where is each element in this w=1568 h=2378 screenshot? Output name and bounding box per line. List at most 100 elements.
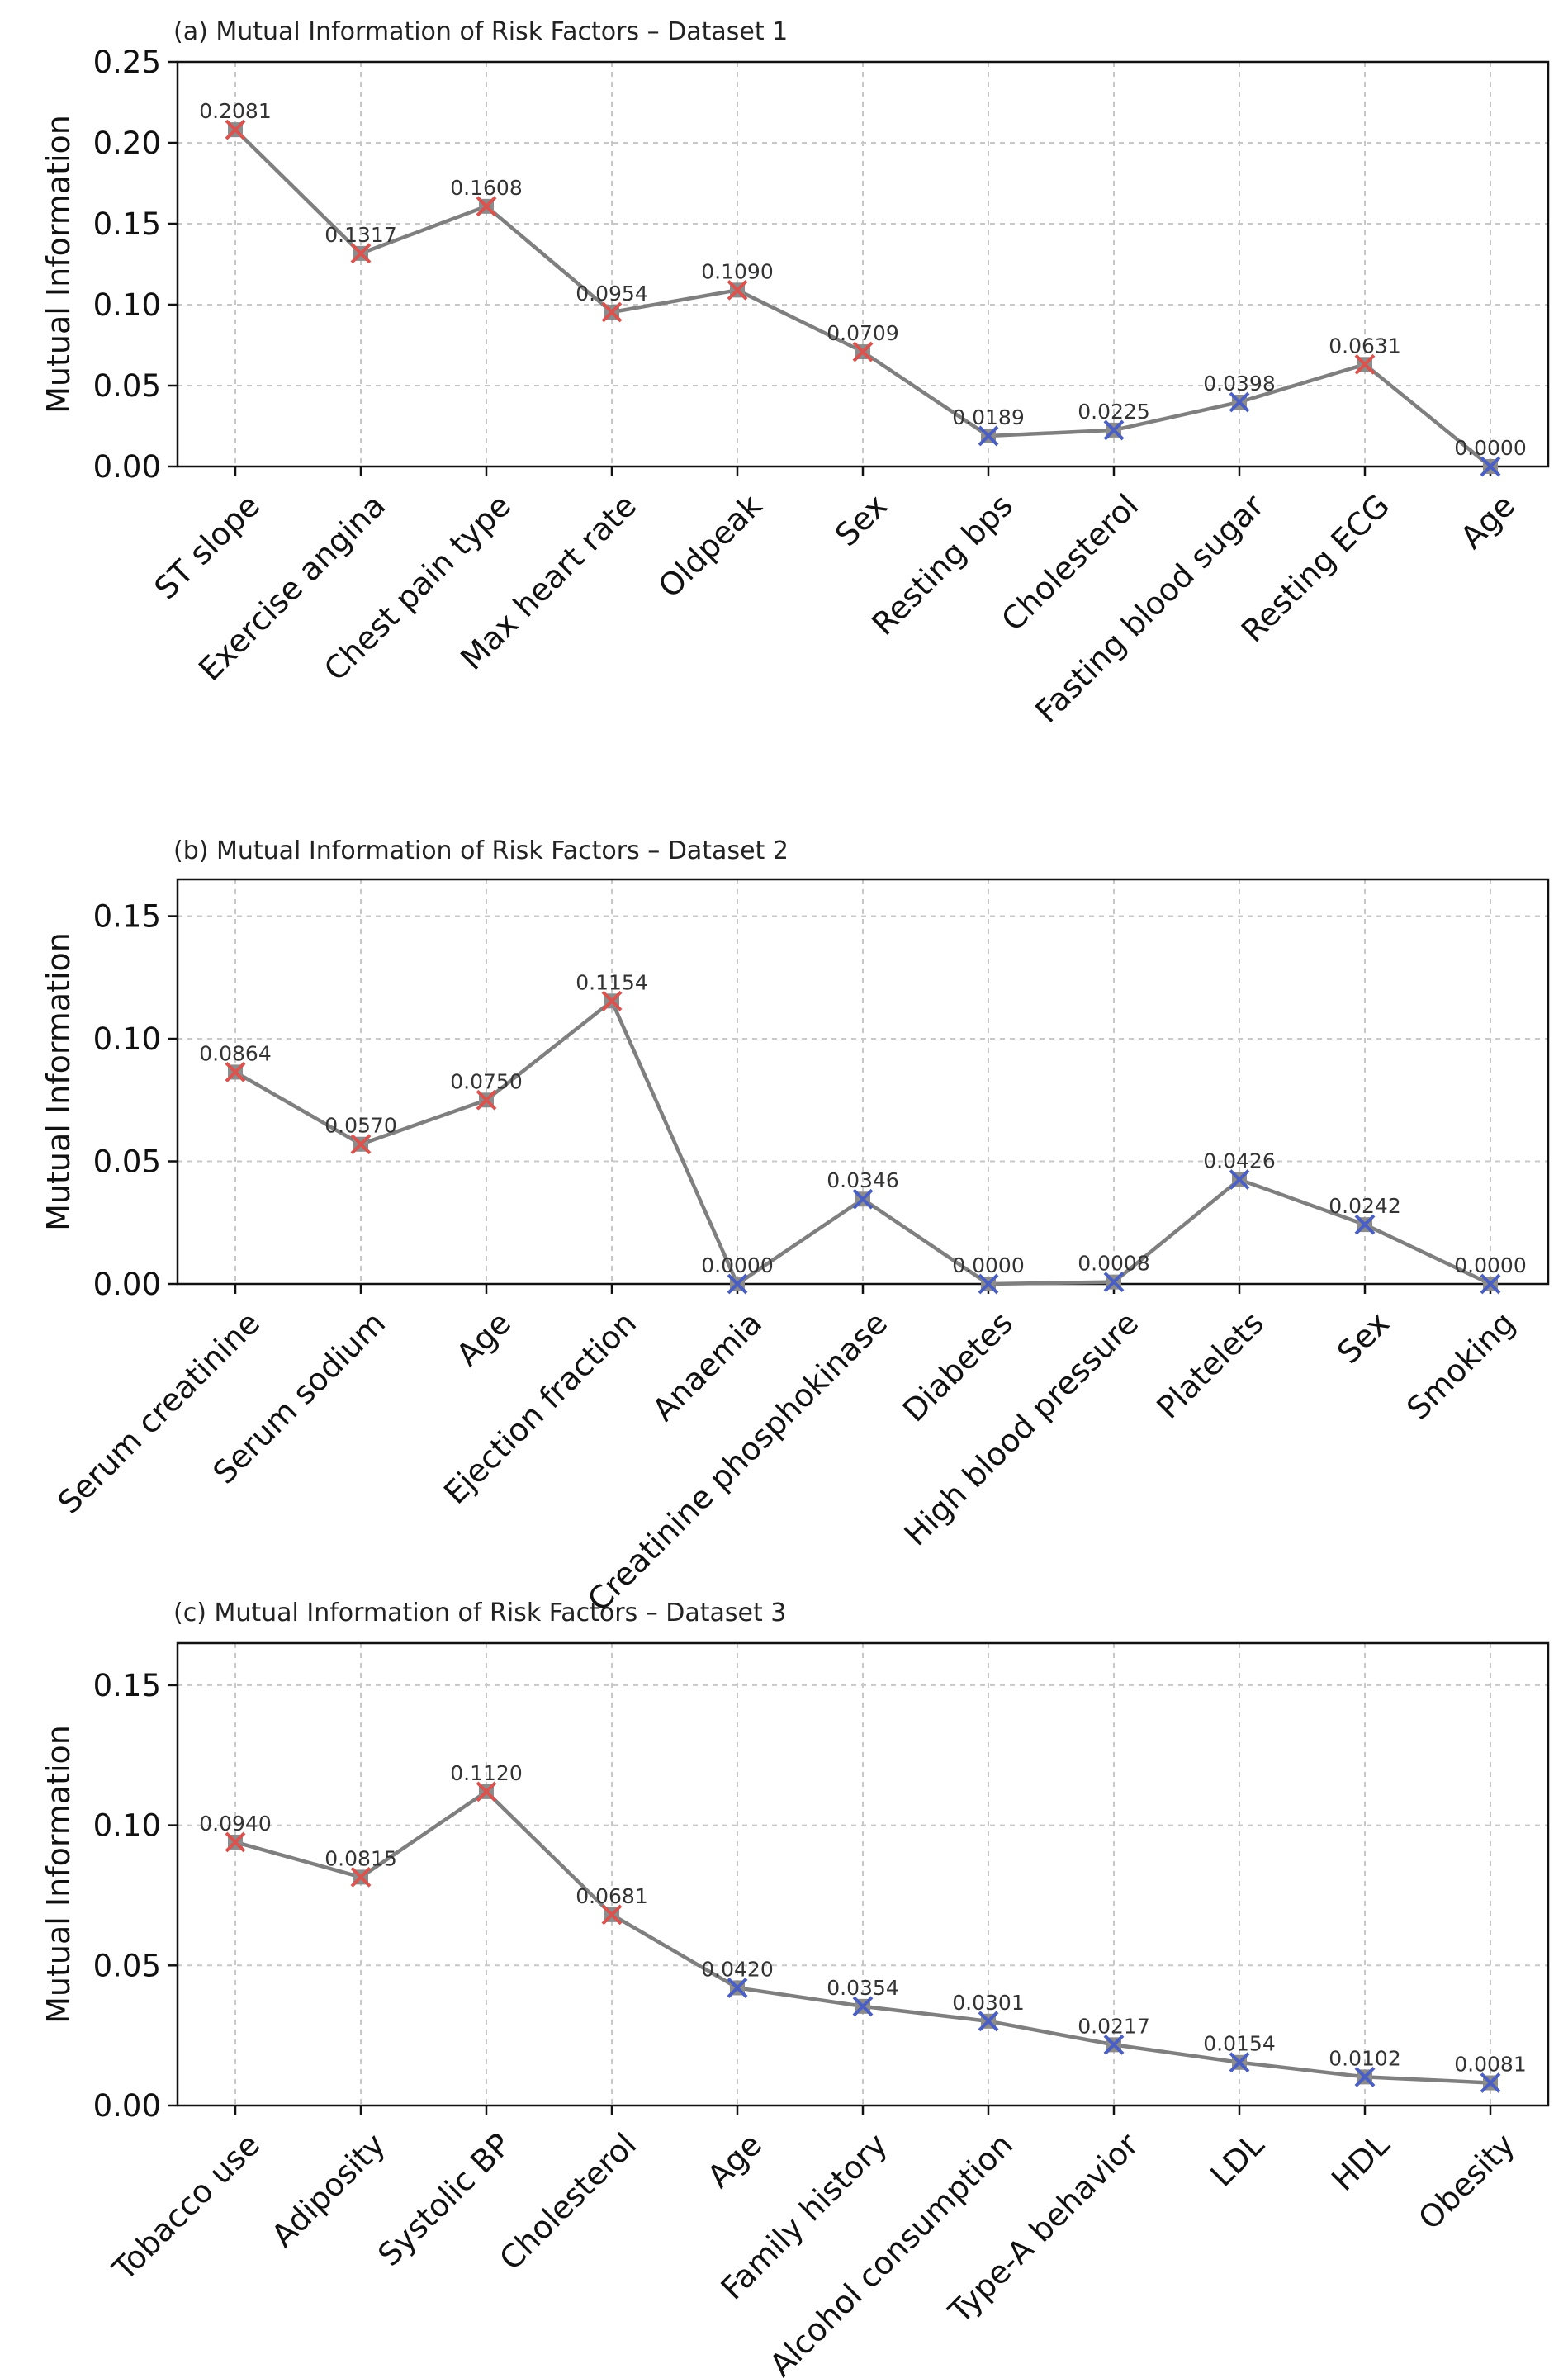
x-tick-label: Sex [1330,1305,1396,1371]
data-point [852,1996,874,2017]
x-tick-label: Age [1453,487,1522,556]
data-label: 0.1120 [450,1761,522,1785]
data-label: 0.1317 [324,223,396,247]
data-label: 0.0102 [1329,2046,1400,2070]
data-point [225,119,246,140]
x-tick-label: Tobacco use [105,2126,267,2288]
data-point [1480,456,1501,477]
data-point [1103,419,1125,441]
data-point [476,1089,497,1111]
data-point [601,990,623,1011]
data-label: 0.0940 [199,1812,271,1836]
y-axis-label: Mutual Information [40,932,77,1231]
x-tick-label: Smoking [1400,1305,1522,1427]
y-tick-label: 0.00 [93,1267,161,1302]
data-point [1354,2066,1376,2087]
data-point [978,2011,999,2032]
data-label: 0.1154 [576,970,647,994]
data-label: 0.0954 [576,282,647,306]
data-label: 0.0815 [324,1846,396,1870]
data-point [601,301,623,323]
x-tick-label: Anaemia [646,1305,770,1428]
data-point [350,243,372,264]
data-label: 0.0154 [1203,2032,1275,2056]
data-label: 0.0225 [1078,400,1149,424]
x-tick-label: HDL [1324,2126,1396,2198]
y-tick-label: 0.25 [93,45,161,80]
x-tick-label: Platelets [1149,1305,1271,1426]
x-tick-label: Oldpeak [651,487,769,604]
y-tick-label: 0.05 [93,1144,161,1180]
data-label: 0.0420 [701,1957,773,1981]
data-label: 0.0301 [952,1991,1024,2015]
data-point [476,1781,497,1802]
x-tick-label: Adiposity [264,2126,392,2254]
data-label: 0.0242 [1329,1194,1400,1218]
data-point [727,1978,748,1998]
data-point [225,1062,246,1082]
data-label: 0.2081 [199,99,271,123]
data-point [1480,2072,1501,2093]
y-axis-label: Mutual Information [40,115,77,414]
x-tick-label: Cholesterol [492,2126,643,2277]
data-label: 0.0750 [450,1069,522,1093]
data-point [978,425,999,447]
chart-title: (b) Mutual Information of Risk Factors –… [173,836,789,865]
data-label: 0.0631 [1329,334,1400,358]
chart-title: (a) Mutual Information of Risk Factors –… [173,17,788,46]
y-tick-label: 0.20 [93,126,161,161]
data-label: 0.1608 [450,176,522,200]
y-axis-label: Mutual Information [40,1725,77,2024]
data-point [350,1134,372,1155]
series-line [234,128,1492,468]
x-tick-label: Alcohol consumption [763,2126,1021,2378]
data-point [1480,1273,1501,1295]
x-tick-label: LDL [1203,2126,1271,2194]
data-label: 0.0681 [576,1884,647,1908]
data-label: 0.0081 [1454,2053,1526,2077]
data-point [1229,391,1250,413]
y-tick-label: 0.10 [93,1021,161,1057]
x-tick-label: Obesity [1411,2126,1522,2237]
data-point [727,279,748,301]
chart-title: (c) Mutual Information of Risk Factors –… [173,1599,786,1627]
x-tick-label: Serum creatinine [50,1305,267,1521]
data-point [852,1188,874,1210]
data-label: 0.0398 [1203,372,1275,396]
y-tick-label: 0.00 [93,2088,161,2124]
data-point [1354,1214,1376,1235]
x-tick-label: ST slope [148,487,268,607]
data-point [852,341,874,362]
x-tick-label: Diabetes [896,1305,1020,1428]
x-tick-label: Fasting blood sugar [1028,487,1271,730]
data-point [1103,1272,1125,1293]
y-tick-label: 0.15 [93,206,161,242]
data-label: 0.0709 [827,321,898,345]
y-tick-label: 0.15 [93,1668,161,1703]
data-label: 0.0000 [952,1253,1024,1277]
data-label: 0.0000 [701,1253,773,1277]
x-tick-label: High blood pressure [898,1305,1145,1552]
data-label: 0.0864 [199,1041,271,1065]
series-line [234,997,1491,1287]
y-tick-label: 0.10 [93,287,161,323]
y-tick-label: 0.10 [93,1808,161,1844]
x-tick-label: Age [449,1305,518,1373]
y-tick-label: 0.15 [93,899,161,935]
data-label: 0.0426 [1203,1149,1275,1172]
y-tick-label: 0.05 [93,368,161,404]
data-label: 0.0008 [1078,1252,1149,1276]
data-point [476,196,497,217]
data-label: 0.0189 [952,405,1024,429]
data-label: 0.0346 [827,1168,898,1192]
data-label: 0.0570 [324,1114,396,1138]
data-label: 0.0000 [1454,436,1526,460]
data-point [1229,2052,1250,2073]
x-tick-label: Sex [828,487,894,553]
data-point [350,1866,372,1888]
data-point [225,1831,246,1853]
